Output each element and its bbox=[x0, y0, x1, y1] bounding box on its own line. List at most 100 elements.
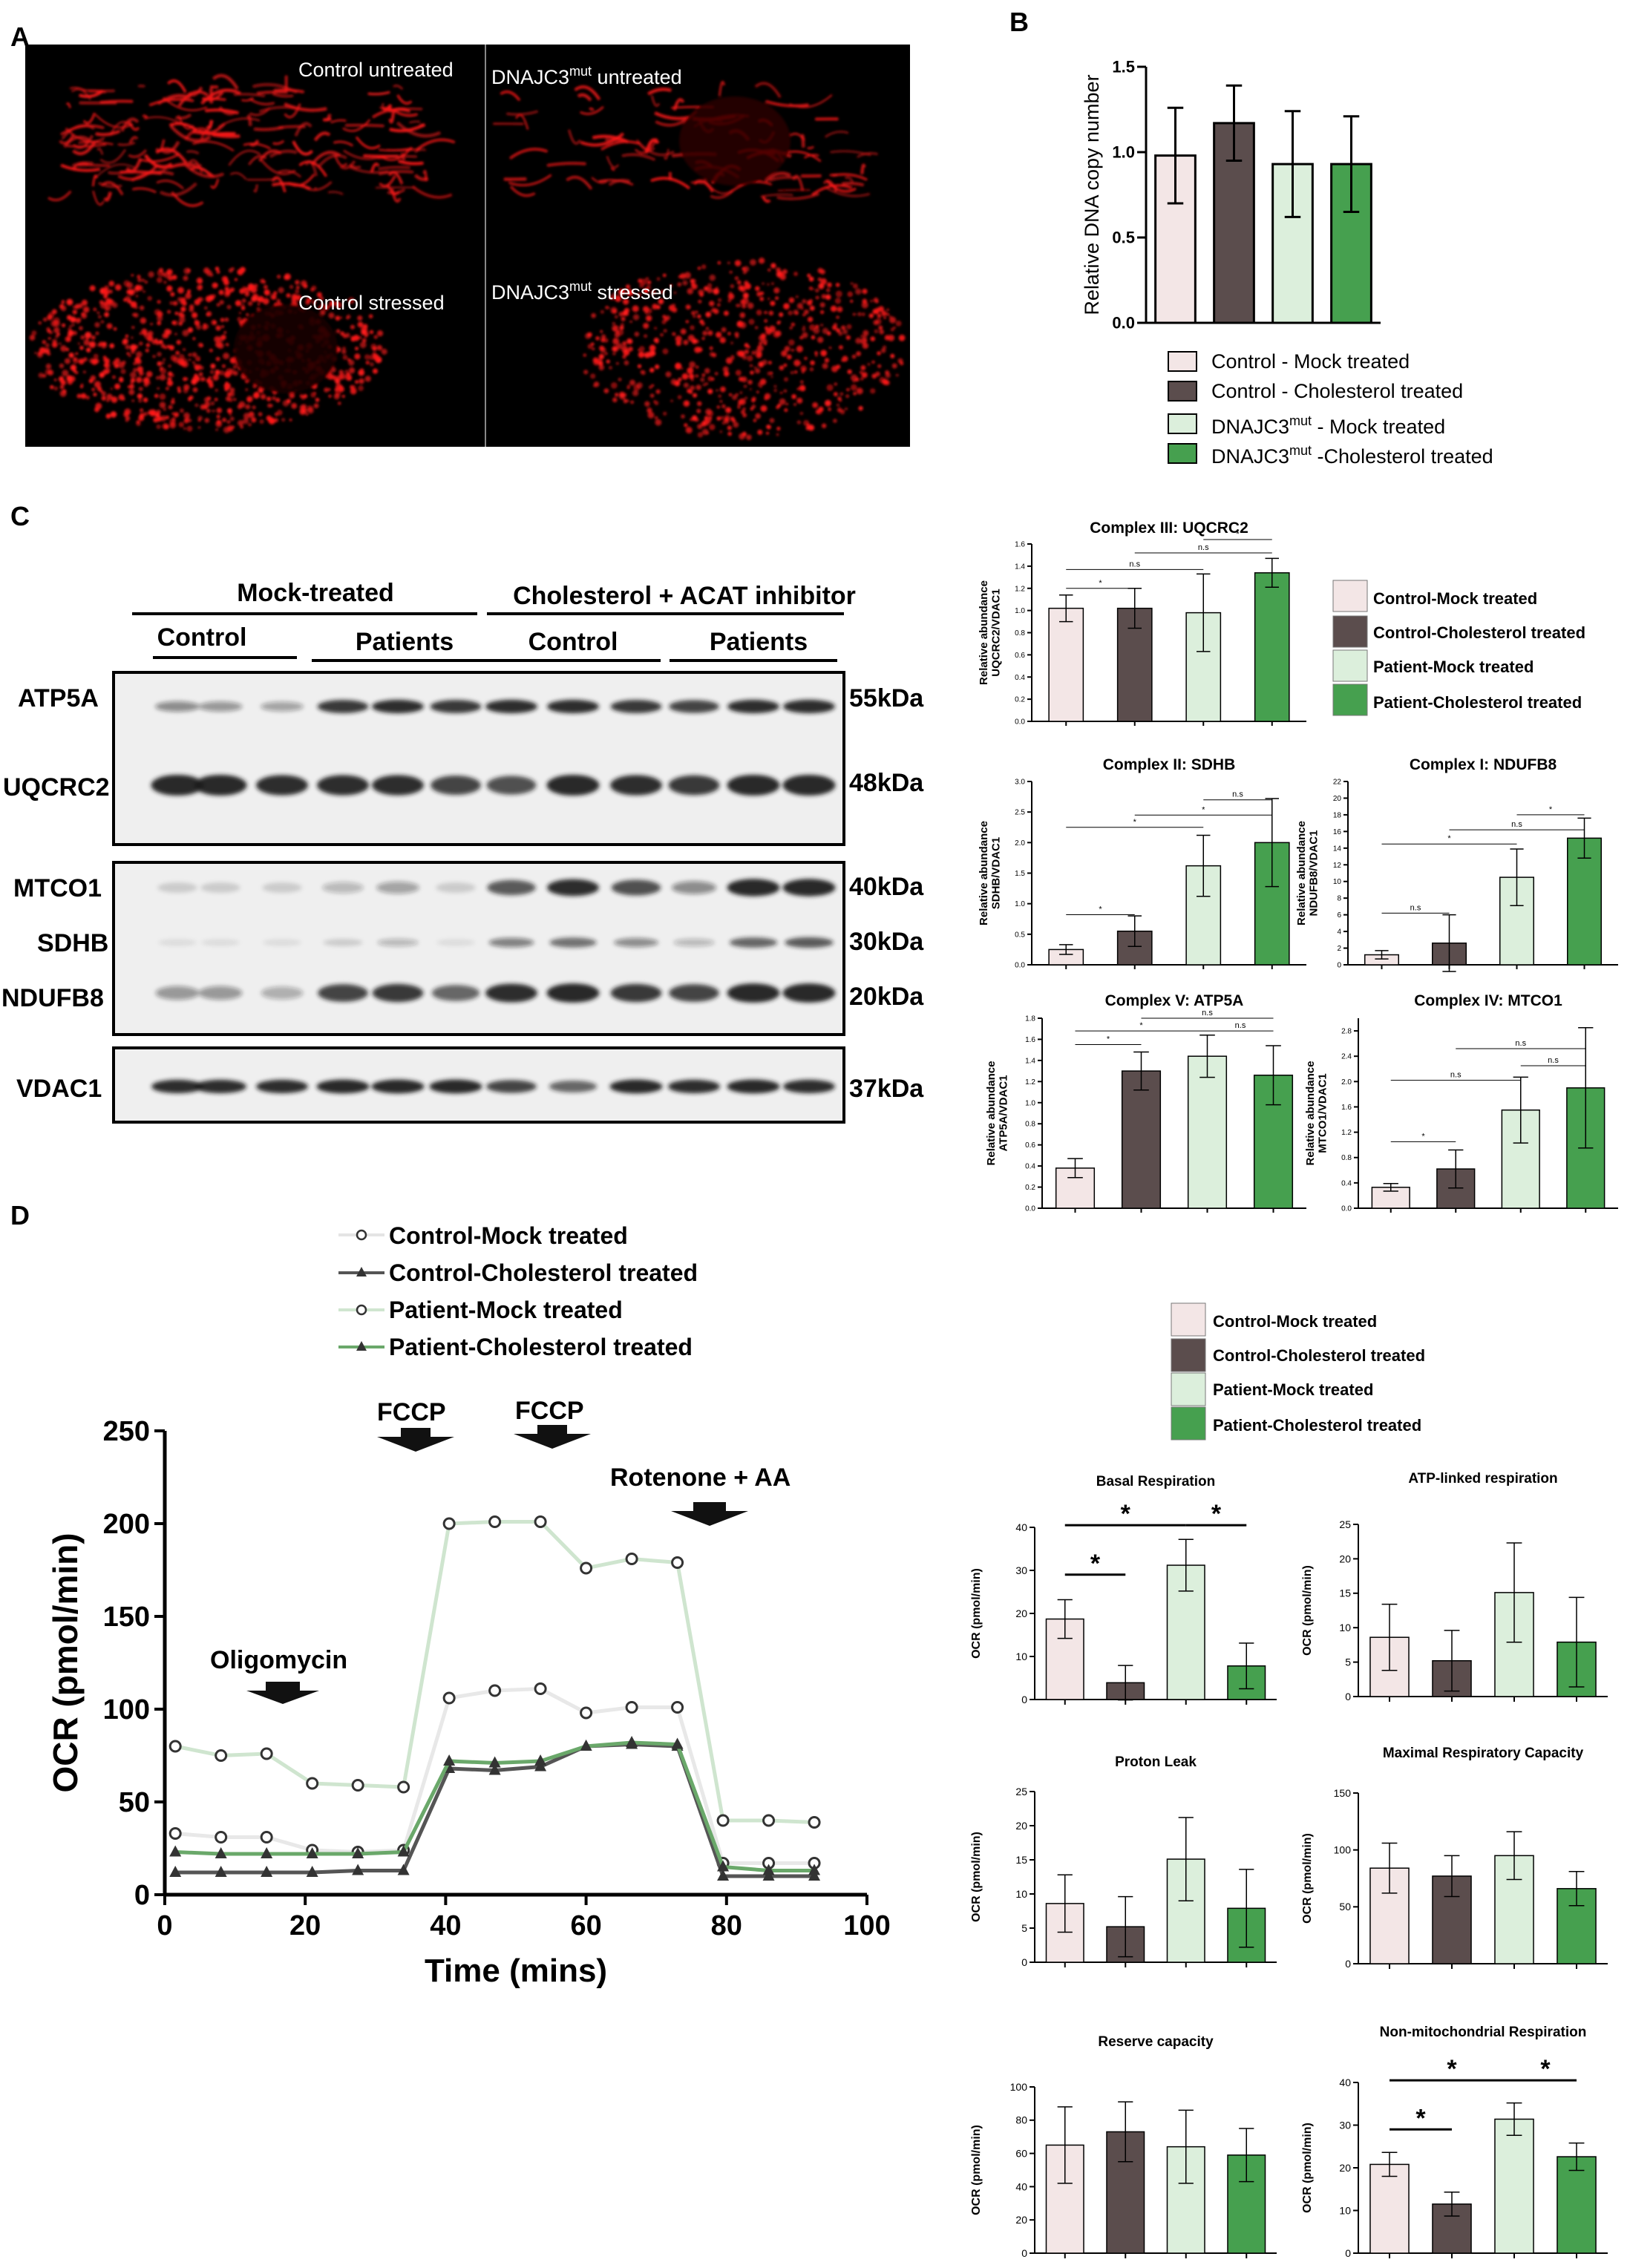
mitochondria-fragment bbox=[197, 426, 201, 429]
data-point-circle bbox=[671, 1556, 684, 1569]
mitochondria-fragment bbox=[802, 332, 808, 338]
mitochondria-fragment bbox=[885, 370, 890, 375]
mitochondria-fragment bbox=[359, 378, 364, 384]
data-point-triangle bbox=[808, 1864, 821, 1875]
mitochondria-fragment bbox=[353, 335, 360, 341]
mitochondria-fragment bbox=[136, 421, 141, 427]
mitochondria-fragment bbox=[243, 413, 250, 419]
mitochondria-fragment bbox=[346, 314, 351, 319]
legend-marker-circle bbox=[356, 1304, 367, 1316]
mitochondria-fragment bbox=[750, 364, 753, 367]
mitochondria-fragment bbox=[834, 298, 842, 304]
panel-b-legend: Control - Mock treated Control - Cholest… bbox=[1168, 350, 1493, 468]
blot-band bbox=[194, 1079, 246, 1094]
mitochondria-fragment bbox=[200, 376, 206, 382]
mitochondria-fragment bbox=[626, 284, 630, 289]
mitochondria-fragment bbox=[185, 292, 192, 299]
mitochondria-fragment bbox=[180, 301, 183, 304]
legend-label: Control - Cholesterol treated bbox=[1211, 380, 1463, 402]
mitochondria-fragment bbox=[733, 422, 739, 428]
mitochondria-fragment bbox=[88, 378, 94, 384]
mitochondria-fragment bbox=[815, 288, 819, 292]
mitochondria-filament bbox=[372, 108, 410, 119]
mitochondria-fragment bbox=[157, 321, 162, 326]
blot-band bbox=[672, 881, 716, 894]
mitochondria-fragment bbox=[616, 343, 623, 350]
protein-label: UQCRC2 bbox=[3, 773, 110, 802]
y-tick-label: 1.4 bbox=[1015, 563, 1025, 571]
significance-label: * bbox=[1236, 530, 1240, 539]
chart-C1: 0.00.20.40.60.81.01.21.41.6*n.sn.s*Compl… bbox=[978, 520, 1306, 727]
x-tick-label: 40 bbox=[430, 1910, 461, 1941]
mitochondria-fragment bbox=[791, 322, 795, 327]
mitochondria-fragment bbox=[101, 396, 106, 401]
mitochondria-fragment bbox=[613, 338, 616, 341]
x-tick-label: 20 bbox=[289, 1910, 321, 1941]
mitochondria-fragment bbox=[754, 326, 759, 330]
y-axis-label: SDHB/VDAC1 bbox=[990, 837, 1003, 910]
mitochondria-fragment bbox=[713, 308, 719, 315]
mitochondria-fragment bbox=[241, 298, 246, 303]
mitochondria-fragment bbox=[768, 325, 776, 332]
mitochondria-fragment bbox=[796, 387, 800, 390]
mitochondria-filament bbox=[393, 85, 404, 91]
mitochondria-fragment bbox=[773, 388, 778, 393]
data-point-circle bbox=[488, 1515, 502, 1528]
mitochondria-filament bbox=[842, 182, 865, 187]
mitochondria-fragment bbox=[759, 296, 765, 301]
mitochondria-fragment bbox=[766, 425, 770, 429]
mitochondria-fragment bbox=[128, 353, 132, 358]
y-axis-label: NDUFB8/VDAC1 bbox=[1308, 830, 1320, 917]
mitochondria-filament bbox=[284, 102, 327, 112]
mitochondria-fragment bbox=[94, 321, 100, 328]
mitochondria-filament bbox=[600, 140, 641, 151]
mitochondria-fragment bbox=[600, 334, 606, 339]
blot-band bbox=[669, 984, 719, 1002]
mitochondria-fragment bbox=[867, 362, 871, 366]
blot-band bbox=[727, 983, 780, 1003]
mitochondria-filament bbox=[65, 102, 71, 108]
y-tick-label: 4 bbox=[1337, 928, 1341, 937]
mitochondria-filament bbox=[187, 86, 203, 96]
mitochondria-fragment bbox=[155, 376, 160, 380]
mitochondria-fragment bbox=[877, 351, 881, 355]
data-point-triangle bbox=[397, 1845, 410, 1857]
mitochondria-fragment bbox=[94, 407, 99, 413]
mitochondria-fragment bbox=[730, 355, 735, 358]
mitochondria-fragment bbox=[740, 410, 745, 415]
mitochondria-fragment bbox=[644, 401, 650, 407]
micrograph-label-control-stressed: Control stressed bbox=[298, 292, 445, 314]
legend-swatch-control-chol bbox=[1171, 1338, 1206, 1372]
mitochondria-fragment bbox=[833, 323, 838, 327]
mitochondria-fragment bbox=[372, 352, 376, 356]
chart-title: Complex II: SDHB bbox=[1103, 756, 1236, 773]
mitochondria-fragment bbox=[697, 424, 703, 430]
x-tick-label: 100 bbox=[843, 1910, 890, 1941]
mitochondria-filament bbox=[278, 169, 302, 178]
mitochondria-fragment bbox=[651, 384, 655, 387]
mitochondria-fragment bbox=[691, 415, 698, 422]
mitochondria-fragment bbox=[169, 301, 174, 306]
mitochondria-fragment bbox=[154, 413, 158, 417]
mitochondria-fragment bbox=[160, 415, 167, 422]
mitochondria-fragment bbox=[815, 354, 818, 357]
y-tick-label: 10 bbox=[1339, 2204, 1351, 2216]
mitochondria-fragment bbox=[619, 289, 626, 295]
micrograph-label-control-untreated: Control untreated bbox=[298, 59, 454, 81]
mitochondria-fragment bbox=[616, 361, 619, 365]
mitochondria-fragment bbox=[34, 351, 37, 355]
mitochondria-fragment bbox=[718, 394, 722, 399]
mitochondria-fragment bbox=[675, 362, 680, 367]
mitochondria-fragment bbox=[260, 393, 266, 400]
mitochondria-fragment bbox=[340, 316, 343, 319]
mitochondria-fragment bbox=[273, 291, 278, 295]
mitochondria-fragment bbox=[773, 287, 780, 294]
data-point-circle bbox=[397, 1780, 410, 1794]
blot-band bbox=[151, 1079, 203, 1094]
mitochondria-fragment bbox=[707, 388, 713, 395]
y-tick-label: 25 bbox=[1339, 1518, 1351, 1530]
mitochondria-fragment bbox=[215, 325, 221, 331]
mitochondria-fragment bbox=[705, 408, 712, 416]
mitochondria-fragment bbox=[156, 424, 161, 430]
